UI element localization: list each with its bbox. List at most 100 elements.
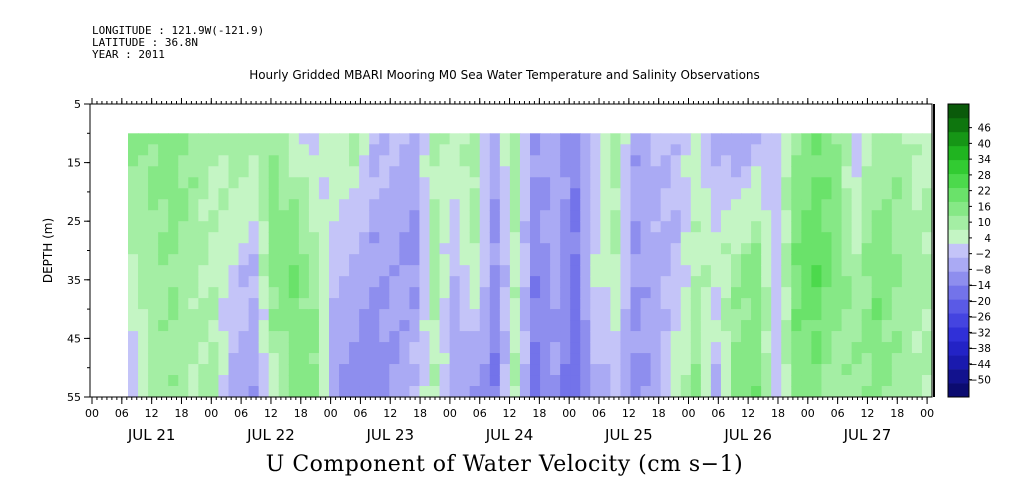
- heatmap-cell: [530, 309, 541, 321]
- heatmap-cell: [489, 221, 501, 233]
- heatmap-cell: [771, 210, 782, 222]
- heatmap-cell: [339, 155, 350, 167]
- heatmap-cell: [550, 298, 561, 310]
- heatmap-cell: [791, 166, 802, 178]
- heatmap-cell: [449, 210, 461, 222]
- x-hour-label: 06: [115, 407, 129, 420]
- heatmap-cell: [349, 177, 360, 189]
- heatmap-cell: [339, 144, 350, 156]
- heatmap-cell: [811, 364, 823, 376]
- heatmap-cell: [550, 331, 561, 343]
- heatmap-cell: [138, 155, 149, 167]
- heatmap-cell: [761, 144, 772, 156]
- heatmap-cell: [429, 243, 441, 255]
- heatmap-cell: [218, 232, 230, 244]
- heatmap-cell: [178, 375, 189, 387]
- heatmap-cell: [158, 375, 169, 387]
- heatmap-cell: [268, 276, 280, 288]
- heatmap-cell: [530, 331, 541, 343]
- heatmap-cell: [148, 232, 159, 244]
- heatmap-cell: [278, 177, 290, 189]
- heatmap-cell: [650, 199, 662, 211]
- heatmap-cell: [288, 309, 300, 321]
- heatmap-cell: [731, 166, 742, 178]
- heatmap-cell: [731, 144, 742, 156]
- heatmap-cell: [268, 353, 280, 365]
- heatmap-cell: [550, 342, 561, 354]
- heatmap-cell: [540, 177, 551, 189]
- heatmap-cell: [580, 144, 591, 156]
- heatmap-cell: [530, 188, 541, 200]
- heatmap-cell: [238, 342, 250, 354]
- heatmap-cell: [228, 188, 240, 200]
- heatmap-cell: [771, 320, 782, 332]
- heatmap-cell: [429, 265, 441, 277]
- heatmap-cell: [640, 375, 652, 387]
- heatmap-cell: [610, 210, 622, 222]
- heatmap-cell: [519, 276, 531, 288]
- heatmap-cell: [680, 254, 692, 266]
- colorbar-label: 16: [978, 201, 992, 213]
- heatmap-cell: [901, 265, 913, 277]
- heatmap-cell: [851, 166, 863, 178]
- heatmap-cell: [911, 155, 923, 167]
- heatmap-cell: [339, 320, 350, 332]
- colorbar-label: 28: [978, 170, 991, 182]
- heatmap-cell: [198, 364, 209, 376]
- heatmap-cell: [128, 364, 139, 376]
- heatmap-cell: [168, 265, 179, 277]
- heatmap-cell: [128, 155, 139, 167]
- heatmap-cell: [429, 232, 441, 244]
- heatmap-cell: [258, 133, 270, 145]
- heatmap-cell: [600, 243, 611, 255]
- heatmap-cell: [690, 375, 702, 387]
- heatmap-cell: [550, 375, 561, 387]
- heatmap-cell: [831, 342, 843, 354]
- heatmap-cell: [288, 254, 300, 266]
- x-day-label: JUL 23: [365, 426, 414, 444]
- heatmap-cell: [801, 320, 812, 332]
- heatmap-cell: [831, 243, 843, 255]
- heatmap-cell: [278, 221, 290, 233]
- heatmap-cell: [540, 243, 551, 255]
- heatmap-cell: [550, 166, 561, 178]
- heatmap-cell: [871, 144, 883, 156]
- heatmap-cell: [821, 386, 833, 398]
- heatmap-cell: [540, 254, 551, 266]
- heatmap-cell: [570, 166, 581, 178]
- heatmap-cell: [821, 188, 833, 200]
- heatmap-cell: [318, 331, 330, 343]
- heatmap-cell: [640, 265, 652, 277]
- heatmap-cell: [710, 177, 722, 189]
- heatmap-cell: [308, 375, 320, 387]
- heatmap-cell: [519, 243, 531, 255]
- heatmap-cell: [660, 155, 672, 167]
- heatmap-cell: [881, 276, 893, 288]
- heatmap-cell: [801, 155, 812, 167]
- heatmap-cell: [389, 133, 400, 145]
- heatmap-cell: [821, 243, 833, 255]
- heatmap-cell: [389, 232, 400, 244]
- heatmap-cell: [218, 177, 230, 189]
- heatmap-cell: [670, 210, 682, 222]
- heatmap-cell: [690, 386, 702, 398]
- heatmap-cell: [781, 133, 792, 145]
- heatmap-cell: [318, 342, 330, 354]
- heatmap-cell: [580, 177, 591, 189]
- heatmap-cell: [550, 254, 561, 266]
- heatmap-cell: [419, 320, 431, 332]
- heatmap-cell: [499, 177, 511, 189]
- heatmap-cell: [409, 331, 421, 343]
- heatmap-cell: [339, 199, 350, 211]
- heatmap-cell: [851, 155, 863, 167]
- heatmap-cell: [630, 331, 642, 343]
- heatmap-cell: [891, 133, 903, 145]
- heatmap-cell: [499, 386, 511, 398]
- heatmap-cell: [228, 309, 240, 321]
- heatmap-cell: [821, 232, 833, 244]
- heatmap-cell: [339, 331, 350, 343]
- heatmap-cell: [138, 364, 149, 376]
- heatmap-cell: [700, 331, 712, 343]
- heatmap-cell: [590, 243, 601, 255]
- heatmap-cell: [610, 155, 622, 167]
